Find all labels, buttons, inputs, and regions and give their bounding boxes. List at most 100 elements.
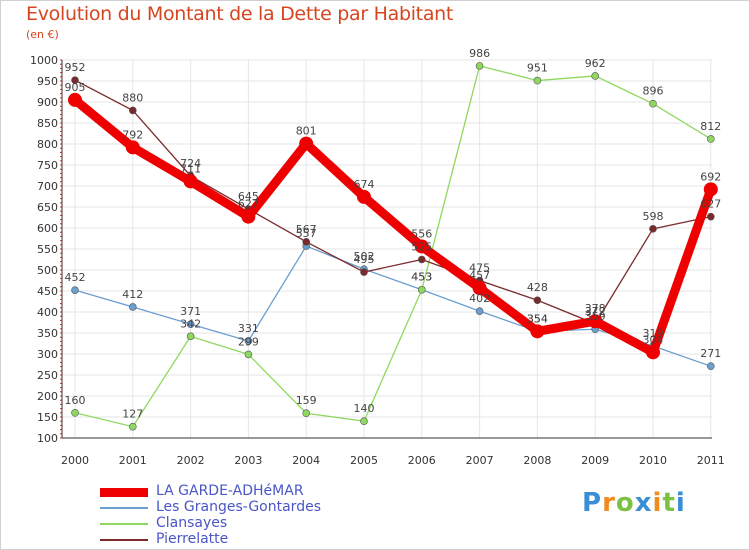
- y-tick-label: 350: [37, 327, 58, 340]
- data-point: [475, 307, 484, 315]
- x-tick-label: 2000: [61, 454, 89, 467]
- data-label: 896: [643, 85, 664, 98]
- data-point: [530, 324, 545, 339]
- data-label: 598: [643, 210, 664, 223]
- data-label: 567: [296, 223, 317, 236]
- data-point: [706, 212, 715, 221]
- y-tick-label: 750: [37, 159, 58, 172]
- data-point: [475, 62, 484, 70]
- data-label: 711: [180, 162, 201, 175]
- logo-letter: o: [615, 488, 635, 518]
- data-label: 724: [180, 157, 201, 170]
- data-point: [533, 296, 542, 305]
- data-label: 792: [122, 128, 143, 141]
- data-point: [125, 140, 140, 155]
- data-label: 812: [700, 120, 721, 133]
- data-point: [129, 422, 137, 431]
- data-point: [241, 209, 256, 224]
- data-point: [533, 76, 542, 85]
- data-label: 986: [469, 47, 490, 60]
- data-point: [357, 189, 371, 204]
- data-point: [649, 99, 657, 108]
- data-point: [472, 281, 487, 296]
- y-tick-label: 700: [37, 180, 58, 193]
- y-tick-label: 850: [37, 117, 58, 130]
- data-point: [302, 238, 311, 246]
- data-label: 962: [585, 57, 606, 70]
- data-point: [129, 106, 137, 115]
- data-label: 645: [238, 190, 259, 203]
- logo-letter: P: [582, 488, 603, 518]
- data-label: 801: [296, 125, 317, 138]
- data-label: 140: [354, 402, 375, 415]
- data-label: 453: [411, 271, 432, 284]
- logo-letter: i: [652, 488, 663, 518]
- series-line: [70, 95, 716, 357]
- legend-label: Les Granges-Gontardes: [156, 499, 321, 515]
- data-point: [244, 337, 253, 345]
- data-label: 952: [65, 61, 86, 74]
- data-label: 525: [411, 241, 432, 254]
- y-tick-label: 650: [37, 201, 58, 214]
- data-label: 354: [527, 312, 548, 325]
- data-label: 342: [180, 317, 201, 330]
- data-label: 331: [238, 322, 259, 335]
- data-label: 674: [354, 178, 375, 191]
- legend-swatch: [100, 507, 148, 509]
- data-point: [183, 174, 198, 189]
- data-point: [129, 303, 137, 311]
- data-label: 372: [585, 305, 606, 318]
- data-point: [186, 332, 195, 341]
- data-point: [244, 350, 253, 359]
- data-label: 457: [469, 269, 490, 282]
- data-label: 495: [354, 253, 375, 266]
- legend-swatch: [100, 487, 148, 497]
- data-label: 359: [585, 310, 606, 323]
- data-label: 402: [469, 292, 490, 305]
- y-tick-label: 250: [37, 369, 58, 382]
- data-label: 428: [527, 281, 548, 294]
- x-tick-label: 2003: [234, 454, 262, 467]
- legend-swatch: [100, 539, 148, 541]
- data-label: 160: [65, 394, 86, 407]
- data-label: 159: [296, 394, 317, 407]
- data-point: [360, 268, 368, 276]
- x-tick-label: 2002: [177, 454, 205, 467]
- data-point: [417, 285, 426, 294]
- data-label: 378: [585, 302, 606, 315]
- data-point: [706, 135, 715, 143]
- series-line: [74, 245, 712, 367]
- x-tick-label: 2004: [292, 454, 320, 467]
- data-point: [417, 255, 426, 264]
- data-label: 905: [65, 81, 86, 94]
- proxiti-logo: Proxiti: [582, 488, 686, 518]
- y-tick-label: 400: [37, 306, 58, 319]
- data-point: [71, 408, 79, 417]
- y-tick-label: 550: [37, 243, 58, 256]
- legend-label: Clansayes: [156, 515, 228, 531]
- data-point: [68, 92, 82, 107]
- data-point: [71, 286, 79, 294]
- data-label: 951: [527, 62, 548, 75]
- y-tick-label: 600: [37, 222, 58, 235]
- y-tick-label: 1000: [30, 54, 58, 67]
- data-point: [649, 225, 657, 233]
- data-label: 319: [643, 327, 664, 340]
- legend-label: LA GARDE-ADHéMAR: [156, 483, 304, 499]
- series-line: [74, 65, 712, 428]
- y-tick-label: 100: [37, 432, 58, 445]
- data-label: 371: [180, 305, 201, 318]
- data-point: [302, 409, 311, 418]
- x-tick-label: 2009: [581, 454, 609, 467]
- logo-letter: i: [675, 488, 686, 518]
- data-point: [299, 136, 314, 151]
- data-point: [414, 239, 429, 254]
- x-tick-label: 2005: [350, 454, 378, 467]
- series-line: [74, 79, 712, 325]
- logo-letter: r: [602, 488, 616, 518]
- data-label: 127: [122, 408, 143, 421]
- data-label: 475: [469, 262, 490, 275]
- data-label: 271: [700, 347, 721, 360]
- data-point: [703, 182, 718, 197]
